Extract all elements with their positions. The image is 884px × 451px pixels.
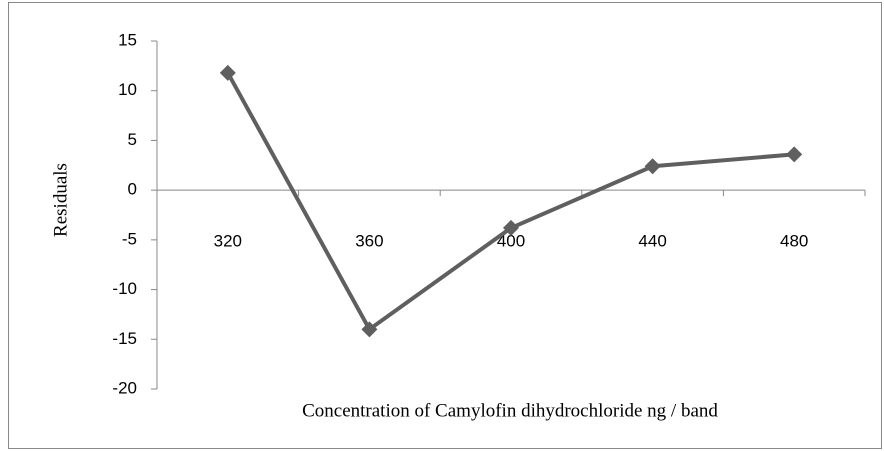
y-tick-label: 0 xyxy=(128,180,137,199)
x-tick-label: 480 xyxy=(780,232,808,251)
y-tick-label: 10 xyxy=(118,80,137,99)
y-tick-label: 15 xyxy=(118,30,137,49)
y-tick-label: 5 xyxy=(128,130,137,149)
data-point xyxy=(786,146,803,163)
data-point xyxy=(503,219,519,236)
x-tick-label: 320 xyxy=(214,232,242,251)
chart-frame xyxy=(8,2,882,449)
y-tick-label: -5 xyxy=(122,229,137,248)
y-tick-label: -20 xyxy=(112,378,137,397)
data-point xyxy=(219,64,236,81)
x-tick-label: 440 xyxy=(638,232,666,251)
y-axis-label: Residuals xyxy=(50,163,71,237)
data-point xyxy=(644,158,661,175)
x-tick-label: 400 xyxy=(497,232,525,251)
x-axis-label: Concentration of Camylofin dihydrochlori… xyxy=(302,400,718,421)
data-point xyxy=(361,321,378,338)
y-tick-label: -15 xyxy=(112,329,137,348)
x-tick-label: 360 xyxy=(355,232,383,251)
y-tick-label: -10 xyxy=(112,279,137,298)
